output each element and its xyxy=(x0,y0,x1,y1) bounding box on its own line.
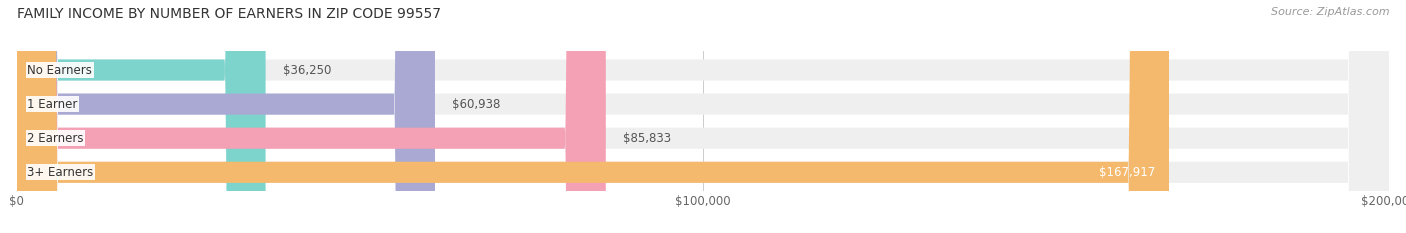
FancyBboxPatch shape xyxy=(17,0,1389,233)
Text: 3+ Earners: 3+ Earners xyxy=(27,166,93,179)
FancyBboxPatch shape xyxy=(17,0,1389,233)
FancyBboxPatch shape xyxy=(17,0,606,233)
FancyBboxPatch shape xyxy=(17,0,1389,233)
Text: $167,917: $167,917 xyxy=(1099,166,1156,179)
Text: 1 Earner: 1 Earner xyxy=(27,98,77,111)
FancyBboxPatch shape xyxy=(17,0,266,233)
Text: Source: ZipAtlas.com: Source: ZipAtlas.com xyxy=(1271,7,1389,17)
FancyBboxPatch shape xyxy=(17,0,434,233)
FancyBboxPatch shape xyxy=(17,0,1389,233)
Text: $36,250: $36,250 xyxy=(283,64,332,76)
FancyBboxPatch shape xyxy=(17,0,1168,233)
Text: FAMILY INCOME BY NUMBER OF EARNERS IN ZIP CODE 99557: FAMILY INCOME BY NUMBER OF EARNERS IN ZI… xyxy=(17,7,441,21)
Text: No Earners: No Earners xyxy=(27,64,91,76)
Text: $85,833: $85,833 xyxy=(623,132,671,145)
Text: 2 Earners: 2 Earners xyxy=(27,132,84,145)
Text: $60,938: $60,938 xyxy=(453,98,501,111)
